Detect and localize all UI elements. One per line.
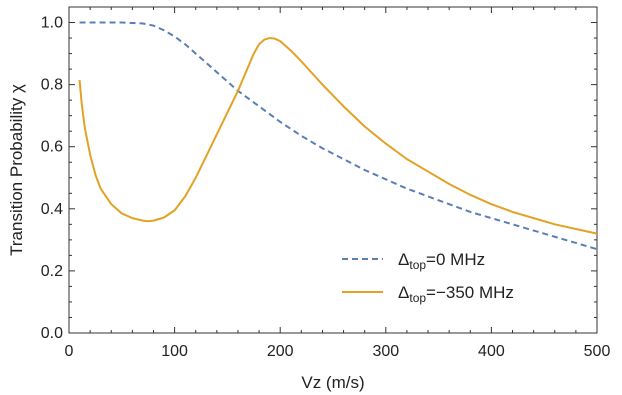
- plot-frame: [68, 6, 598, 334]
- series-line-1: [79, 21, 598, 251]
- y-tick-label: 0.2: [41, 263, 63, 280]
- x-axis-title: Vz (m/s): [301, 373, 364, 392]
- y-axis-title: Transition Probability χ: [7, 84, 26, 256]
- y-tick-labels: 0.0 0.2 0.4 0.6 0.8 1.0: [41, 15, 63, 342]
- y-tick-label: 0.4: [41, 201, 63, 218]
- y-tick-label: 0.6: [41, 139, 63, 156]
- y-tick-label: 1.0: [41, 15, 63, 32]
- x-tick-labels: 0 100 200 300 400 500: [65, 343, 611, 360]
- x-tick-label: 0: [65, 343, 74, 360]
- x-tick-label: 400: [478, 343, 505, 360]
- axis-ticks: [68, 6, 598, 334]
- legend-label-series-2: Δtop=−350 MHz: [398, 283, 514, 305]
- legend-label-series-1: Δtop=0 MHz: [398, 250, 485, 272]
- x-tick-label: 500: [584, 343, 611, 360]
- y-tick-label: 0.0: [41, 325, 63, 342]
- legend: Δtop=0 MHz Δtop=−350 MHz: [342, 250, 514, 305]
- series-lines: [78, 21, 598, 251]
- series-line-2: [78, 37, 598, 235]
- x-tick-label: 100: [161, 343, 188, 360]
- x-tick-label: 300: [372, 343, 399, 360]
- x-tick-label: 200: [267, 343, 294, 360]
- y-tick-label: 0.8: [41, 77, 63, 94]
